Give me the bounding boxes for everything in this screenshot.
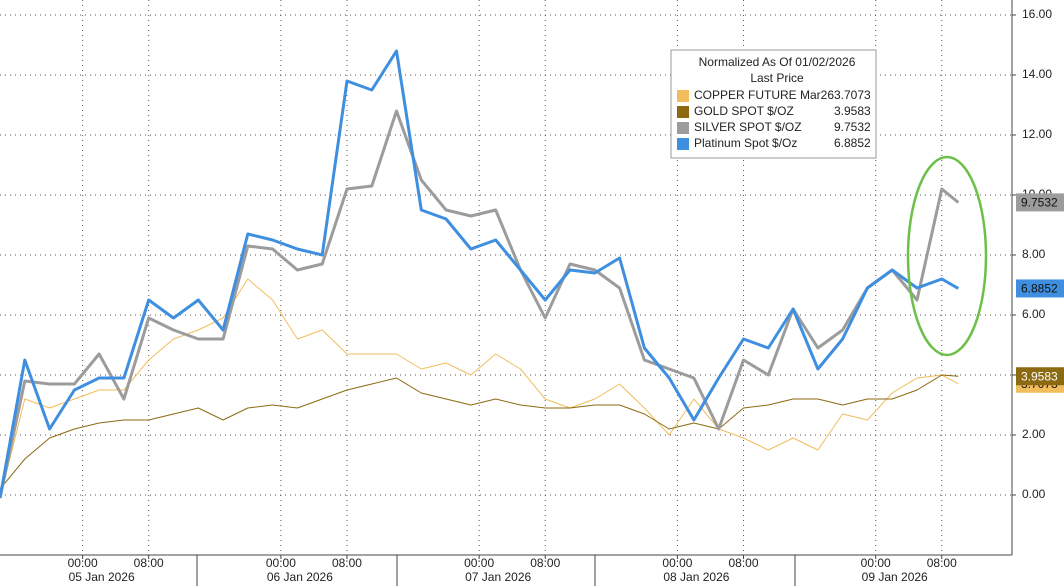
y-tick-label: 6.00 [1022, 307, 1046, 321]
last-value-label: 3.9583 [1021, 369, 1058, 383]
legend-subtitle: Last Price [750, 71, 804, 85]
x-date-label: 07 Jan 2026 [465, 570, 531, 584]
y-tick-label: 16.00 [1022, 7, 1052, 21]
legend-value: 6.8852 [834, 136, 871, 150]
y-tick-label: 2.00 [1022, 427, 1046, 441]
x-tick-label: 00:00 [464, 556, 494, 570]
legend-box [670, 49, 877, 159]
legend-label: Platinum Spot $/Oz [694, 136, 797, 150]
x-date-label: 05 Jan 2026 [69, 570, 135, 584]
x-tick-label: 00:00 [266, 556, 296, 570]
legend-label: GOLD SPOT $/OZ [694, 104, 794, 118]
legend-swatch [677, 122, 689, 134]
legend-title: Normalized As Of 01/02/2026 [699, 55, 856, 69]
x-tick-label: 00:00 [68, 556, 98, 570]
y-tick-label: 0.00 [1022, 487, 1046, 501]
day-separators [196, 555, 796, 586]
series-line [0, 109, 960, 499]
legend-label: COPPER FUTURE Mar26 [694, 88, 834, 102]
x-date-label: 08 Jan 2026 [663, 570, 729, 584]
last-value-badge [1016, 367, 1064, 386]
last-value-label: 6.8852 [1021, 282, 1058, 296]
last-value-badge [1016, 279, 1064, 298]
y-tick-label: 8.00 [1022, 247, 1046, 261]
x-date-label: 09 Jan 2026 [862, 570, 928, 584]
legend-label: SILVER SPOT $/OZ [694, 120, 802, 134]
x-tick-label: 08:00 [332, 556, 362, 570]
legend-swatch [677, 90, 689, 102]
highlight-ellipse [906, 155, 988, 357]
last-value-badge [1016, 193, 1064, 212]
legend-value: 3.9583 [834, 104, 871, 118]
x-tick-label: 08:00 [530, 556, 560, 570]
last-value-label: 9.7532 [1021, 196, 1058, 210]
series-line [0, 374, 959, 490]
y-tick-label: 14.00 [1022, 67, 1052, 81]
legend-swatch [677, 138, 689, 150]
x-tick-label: 08:00 [728, 556, 758, 570]
x-tick-label: 00:00 [861, 556, 891, 570]
legend-value: 9.7532 [834, 120, 871, 134]
legend-swatch [677, 106, 689, 118]
series-line [0, 278, 959, 499]
x-tick-label: 08:00 [134, 556, 164, 570]
y-tick-label: 12.00 [1022, 127, 1052, 141]
x-tick-label: 08:00 [927, 556, 957, 570]
legend-value: 3.7073 [834, 88, 871, 102]
x-date-label: 06 Jan 2026 [267, 570, 333, 584]
series-line [0, 49, 960, 499]
legend: Normalized As Of 01/02/2026 Last Price C… [670, 49, 877, 159]
x-tick-label: 00:00 [662, 556, 692, 570]
